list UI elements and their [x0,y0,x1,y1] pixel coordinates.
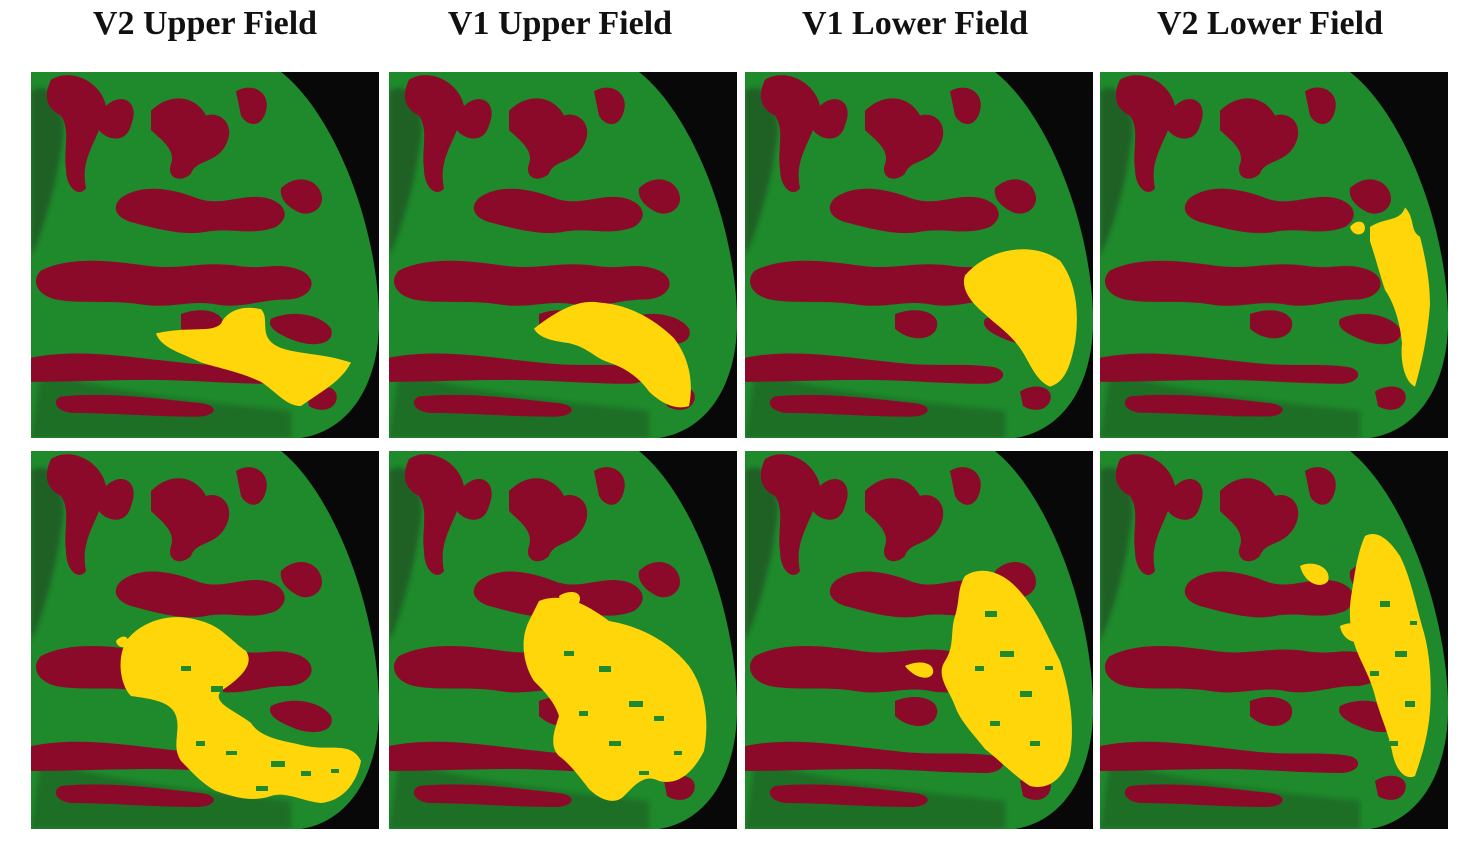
cortical-surface-image [745,451,1093,829]
brain-panel-v1-lower-top [745,72,1093,438]
cortical-surface-image [389,72,737,438]
brain-panel-v2-lower-bottom [1100,451,1448,829]
brain-panel-v2-lower-top [1100,72,1448,438]
brain-panel-v1-upper-top [389,72,737,438]
cortical-surface-image [389,451,737,829]
column-title-v1-upper: V1 Upper Field [385,2,735,46]
brain-panel-v2-upper-bottom [31,451,379,829]
cortical-surface-image [31,72,379,438]
brain-panel-v1-upper-bottom [389,451,737,829]
column-title-v2-upper: V2 Upper Field [30,2,380,46]
brain-panel-v1-lower-bottom [745,451,1093,829]
column-title-v1-lower: V1 Lower Field [740,2,1090,46]
cortical-surface-image [1100,72,1448,438]
cortical-surface-image [31,451,379,829]
brain-panel-v2-upper-top [31,72,379,438]
cortical-surface-image [1100,451,1448,829]
cortical-surface-image [745,72,1093,438]
column-title-v2-lower: V2 Lower Field [1095,2,1445,46]
